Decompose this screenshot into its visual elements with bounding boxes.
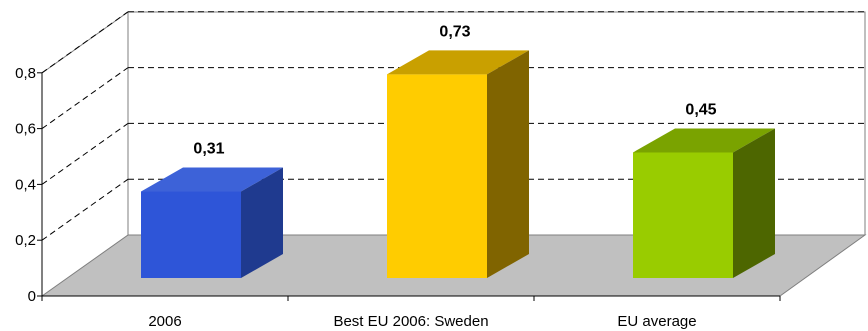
- category-label: Best EU 2006: Sweden: [333, 313, 488, 330]
- bar: [633, 152, 733, 278]
- gridline-side: [41, 67, 129, 130]
- bar-side: [487, 50, 529, 278]
- bar-side: [733, 128, 775, 278]
- category-label: EU average: [617, 313, 696, 330]
- gridline-side: [41, 122, 129, 185]
- y-tick-label: 0: [28, 288, 36, 305]
- gridline-side: [41, 178, 129, 241]
- y-tick-label: 0,4: [15, 176, 36, 193]
- category-labels: 2006 Best EU 2006: Sweden EU average: [148, 313, 696, 330]
- bar-side: [241, 167, 283, 278]
- data-label: 0,45: [685, 101, 716, 118]
- bar-top: [141, 167, 283, 192]
- y-tick-label: 0,8: [15, 65, 36, 82]
- data-label: 0,73: [439, 23, 470, 40]
- bar-top: [633, 128, 775, 153]
- y-axis-ticks: 0 0,2 0,4 0,6 0,8: [15, 65, 42, 305]
- bar: [387, 74, 487, 278]
- category-label: 2006: [148, 313, 181, 330]
- x-axis-ticks: [41, 296, 781, 301]
- y-tick-label: 0,2: [15, 232, 36, 249]
- data-labels: 0,31 0,73 0,45: [193, 23, 716, 157]
- bar: [141, 191, 241, 278]
- bar-top: [387, 50, 529, 75]
- bars: [141, 50, 775, 278]
- y-tick-label: 0,6: [15, 121, 36, 138]
- gridline-side: [41, 11, 129, 74]
- data-label: 0,31: [193, 141, 224, 158]
